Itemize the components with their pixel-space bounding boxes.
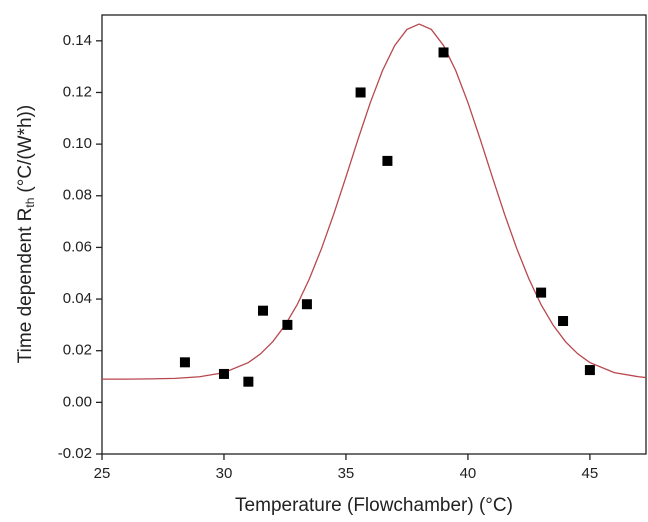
y-tick-label: 0.12 xyxy=(63,83,92,100)
data-point xyxy=(218,368,229,379)
fit-curve xyxy=(102,23,647,380)
plot-frame xyxy=(101,14,647,455)
y-tick-label: 0.14 xyxy=(63,32,92,49)
y-tick-label: 0.06 xyxy=(63,238,92,255)
x-tick-label: 25 xyxy=(94,465,111,482)
data-point xyxy=(536,287,547,298)
y-tick-label: -0.02 xyxy=(58,445,92,462)
x-axis-title: Temperature (Flowchamber) (°C) xyxy=(235,495,513,516)
data-point xyxy=(258,305,269,316)
y-tick-label: 0.08 xyxy=(63,187,92,204)
y-tick-label: 0.04 xyxy=(63,290,92,307)
y-title-unit: (°C/(W*h)) xyxy=(15,105,36,193)
data-point xyxy=(243,376,254,387)
x-tick-label: 40 xyxy=(460,465,477,482)
data-point xyxy=(301,299,312,310)
data-point xyxy=(382,155,393,166)
data-point xyxy=(355,87,366,98)
y-title-sub: th xyxy=(23,198,37,208)
data-point xyxy=(558,316,569,327)
y-tick-label: 0.10 xyxy=(63,135,92,152)
data-point xyxy=(584,365,595,376)
y-axis-title: Time dependent Rth (°C/(W*h)) xyxy=(15,105,37,363)
y-tick-label: 0.02 xyxy=(63,342,92,359)
x-tick-label: 35 xyxy=(338,465,355,482)
y-title-main: Time dependent R xyxy=(15,208,36,364)
x-tick-label: 30 xyxy=(216,465,233,482)
data-point xyxy=(179,357,190,368)
y-tick-label: 0.00 xyxy=(63,393,92,410)
data-point xyxy=(282,319,293,330)
x-tick-label: 45 xyxy=(582,465,599,482)
data-point xyxy=(438,47,449,58)
